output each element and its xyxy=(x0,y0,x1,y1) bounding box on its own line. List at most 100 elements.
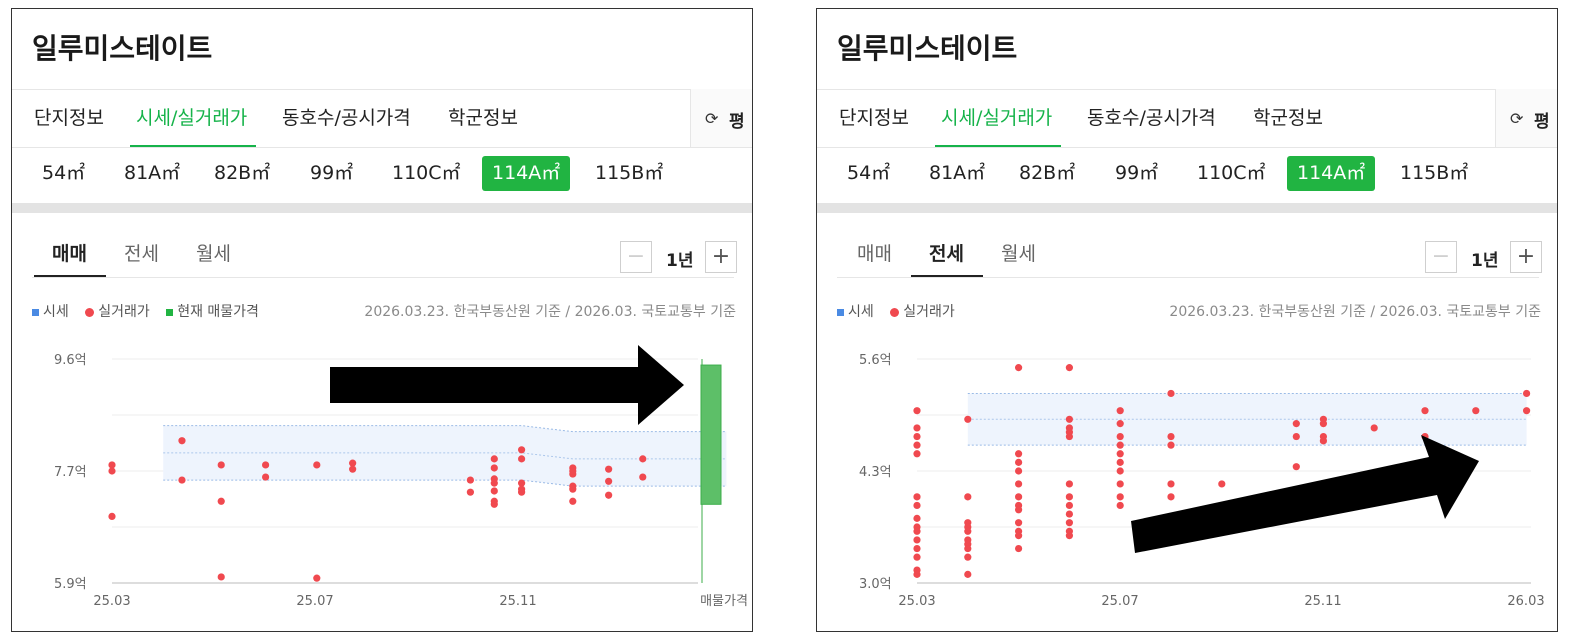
size-110c[interactable]: 110C㎡ xyxy=(1197,162,1266,184)
right-panel: 일루미스테이트 단지정보 시세/실거래가 동호수/공시가격 학군정보 ⟳ 평 5… xyxy=(816,8,1558,632)
trade-point xyxy=(1015,450,1023,458)
trade-point xyxy=(1292,432,1300,441)
size-110c[interactable]: 110C㎡ xyxy=(392,162,461,184)
size-99[interactable]: 99㎡ xyxy=(1115,162,1159,184)
trade-point xyxy=(964,527,972,535)
legend-listing: 현재 매물가격 xyxy=(166,301,259,321)
trade-point xyxy=(1065,480,1073,488)
refresh-icon: ⟳ xyxy=(1510,109,1524,128)
tab-school-info[interactable]: 학군정보 xyxy=(448,107,518,129)
market-band-upper xyxy=(163,425,727,433)
tab-sale[interactable]: 매매 xyxy=(52,243,87,265)
refresh-icon: ⟳ xyxy=(705,109,719,128)
trade-point xyxy=(1116,432,1124,441)
legend-trade-dot xyxy=(890,307,900,317)
y-tick-label: 5.6억 xyxy=(859,353,892,368)
trade-point xyxy=(108,467,116,475)
trade-point xyxy=(913,570,921,578)
trade-point xyxy=(1015,544,1023,553)
trade-point xyxy=(178,437,186,445)
left-panel: 일루미스테이트 단지정보 시세/실거래가 동호수/공시가격 학군정보 ⟳ 평 5… xyxy=(11,8,753,632)
trade-point xyxy=(913,450,921,458)
arrow-right-annotation xyxy=(330,345,684,425)
trade-point xyxy=(1472,407,1480,415)
tab-sale[interactable]: 매매 xyxy=(857,243,892,265)
legend-market-swatch xyxy=(837,308,844,316)
trade-point xyxy=(1319,420,1327,428)
size-114a[interactable]: 114A㎡ xyxy=(482,156,571,191)
trade-point xyxy=(1116,480,1124,488)
trade-point xyxy=(964,493,972,501)
trade-point xyxy=(313,574,321,582)
x-tick-label: 25.11 xyxy=(499,594,536,609)
trade-point xyxy=(518,446,526,454)
trade-point xyxy=(569,485,577,493)
tab-school-info[interactable]: 학군정보 xyxy=(1253,107,1323,129)
trade-point xyxy=(1370,424,1378,432)
size-81a[interactable]: 81A㎡ xyxy=(124,162,181,184)
tab-complex-info[interactable]: 단지정보 xyxy=(34,107,104,129)
period-minus-button[interactable]: − xyxy=(620,241,652,273)
trade-point xyxy=(490,487,498,495)
trade-point xyxy=(569,470,577,478)
tab-complex-info[interactable]: 단지정보 xyxy=(839,107,909,129)
period-plus-button[interactable]: + xyxy=(705,241,737,273)
chart-legend: 시세 실거래가 xyxy=(837,301,967,321)
y-tick-label: 4.3억 xyxy=(859,465,892,480)
tab-jeonse[interactable]: 전세 xyxy=(929,243,964,265)
y-tick-label: 7.7억 xyxy=(54,465,87,480)
size-115b[interactable]: 115B㎡ xyxy=(1400,162,1469,184)
divider xyxy=(817,89,1557,90)
trade-point xyxy=(913,514,921,522)
tab-monthly-rent[interactable]: 월세 xyxy=(1001,243,1036,265)
tab-monthly-rent[interactable]: 월세 xyxy=(196,243,231,265)
size-81a[interactable]: 81A㎡ xyxy=(929,162,986,184)
size-54[interactable]: 54㎡ xyxy=(847,162,891,184)
data-basis-note: 2026.03.23. 한국부동산원 기준 / 2026.03. 국토교통부 기… xyxy=(1169,304,1541,320)
trade-point xyxy=(217,497,225,505)
trade-point xyxy=(1015,364,1023,372)
size-115b[interactable]: 115B㎡ xyxy=(595,162,664,184)
x-tick-label: 25.03 xyxy=(898,594,935,609)
trade-point xyxy=(1421,407,1429,415)
size-82b[interactable]: 82B㎡ xyxy=(1019,162,1076,184)
period-minus-button[interactable]: − xyxy=(1425,241,1457,273)
tab-price-trades[interactable]: 시세/실거래가 xyxy=(136,107,248,129)
trade-point xyxy=(1065,364,1073,372)
trade-point xyxy=(108,461,116,469)
active-tab-underline xyxy=(935,145,1061,147)
trade-point xyxy=(913,544,921,553)
trade-point xyxy=(1065,432,1073,441)
trade-point xyxy=(466,488,474,496)
trade-point xyxy=(913,501,921,510)
size-54[interactable]: 54㎡ xyxy=(42,162,86,184)
size-82b[interactable]: 82B㎡ xyxy=(214,162,271,184)
trade-point xyxy=(605,491,613,499)
unit-toggle-button[interactable]: ⟳ 평 xyxy=(690,89,752,147)
period-label: 1년 xyxy=(666,251,694,271)
trade-point xyxy=(1015,506,1023,514)
trade-point xyxy=(913,441,921,449)
tab-jeonse[interactable]: 전세 xyxy=(124,243,159,265)
size-99[interactable]: 99㎡ xyxy=(310,162,354,184)
trade-point xyxy=(1116,441,1124,449)
trade-point xyxy=(1116,407,1124,415)
legend-market: 시세 xyxy=(837,301,874,321)
trade-point xyxy=(518,455,526,463)
trade-point xyxy=(913,407,921,415)
tab-unit-official-price[interactable]: 동호수/공시가격 xyxy=(1087,107,1216,129)
size-114a[interactable]: 114A㎡ xyxy=(1287,156,1376,191)
unit-toggle-button[interactable]: ⟳ 평 xyxy=(1495,89,1557,147)
trade-point xyxy=(108,512,116,521)
trade-point xyxy=(1015,480,1023,488)
tab-price-trades[interactable]: 시세/실거래가 xyxy=(941,107,1053,129)
tab-unit-official-price[interactable]: 동호수/공시가격 xyxy=(282,107,411,129)
period-plus-button[interactable]: + xyxy=(1510,241,1542,273)
trade-point xyxy=(518,488,526,496)
trade-point xyxy=(639,455,647,463)
y-tick-label: 5.9억 xyxy=(54,577,87,592)
data-basis-note: 2026.03.23. 한국부동산원 기준 / 2026.03. 국토교통부 기… xyxy=(364,304,736,320)
trade-point xyxy=(262,473,270,481)
section-separator xyxy=(817,203,1557,213)
trade-point xyxy=(605,465,613,473)
